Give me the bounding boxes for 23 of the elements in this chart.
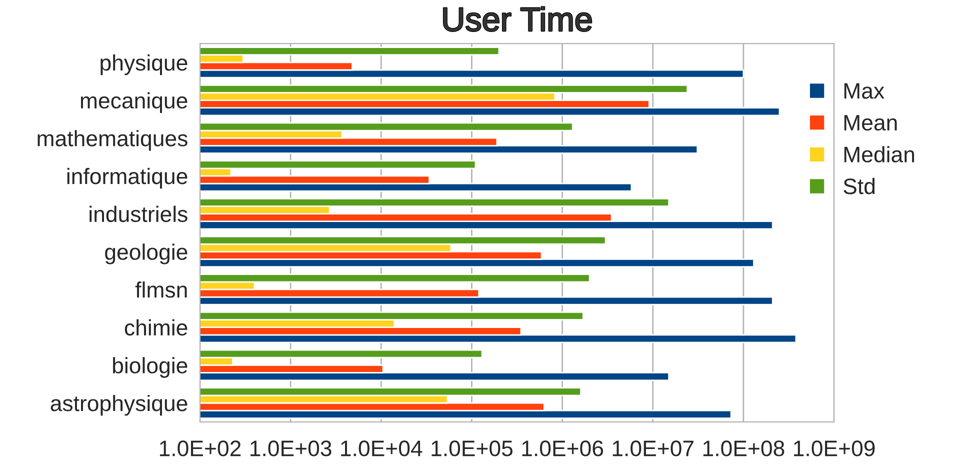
x-tick-label: 1.0E+05 — [432, 440, 512, 456]
legend-label: Std — [844, 178, 875, 194]
x-tick-label: 1.0E+07 — [612, 440, 694, 456]
y-tick-label: flmsn — [135, 281, 187, 298]
y-tick-label: mathematiques — [38, 130, 188, 151]
legend-label: Max — [844, 83, 884, 99]
legend-label: Median — [844, 146, 914, 162]
x-tick-label: 1.0E+08 — [703, 440, 784, 456]
y-tick-label: biologie — [113, 357, 188, 378]
y-tick-label: physique — [100, 54, 188, 76]
legend-label: Mean — [844, 115, 897, 131]
x-tick-label: 1.0E+06 — [522, 440, 604, 456]
y-tick-label: geologie — [105, 244, 188, 264]
x-tick-label: 1.0E+03 — [250, 440, 332, 456]
x-tick-label: 1.0E+09 — [794, 440, 875, 456]
x-tick-label: 1.0E+04 — [341, 440, 422, 456]
y-tick-label: chimie — [124, 319, 188, 336]
x-tick-label: 1.0E+02 — [160, 440, 241, 456]
y-tick-label: astrophysique — [50, 394, 188, 416]
y-tick-label: industriels — [90, 206, 188, 222]
chart-title: User Time — [444, 6, 592, 32]
y-tick-label: informatique — [67, 168, 188, 189]
y-tick-label: mecanique — [80, 92, 188, 113]
